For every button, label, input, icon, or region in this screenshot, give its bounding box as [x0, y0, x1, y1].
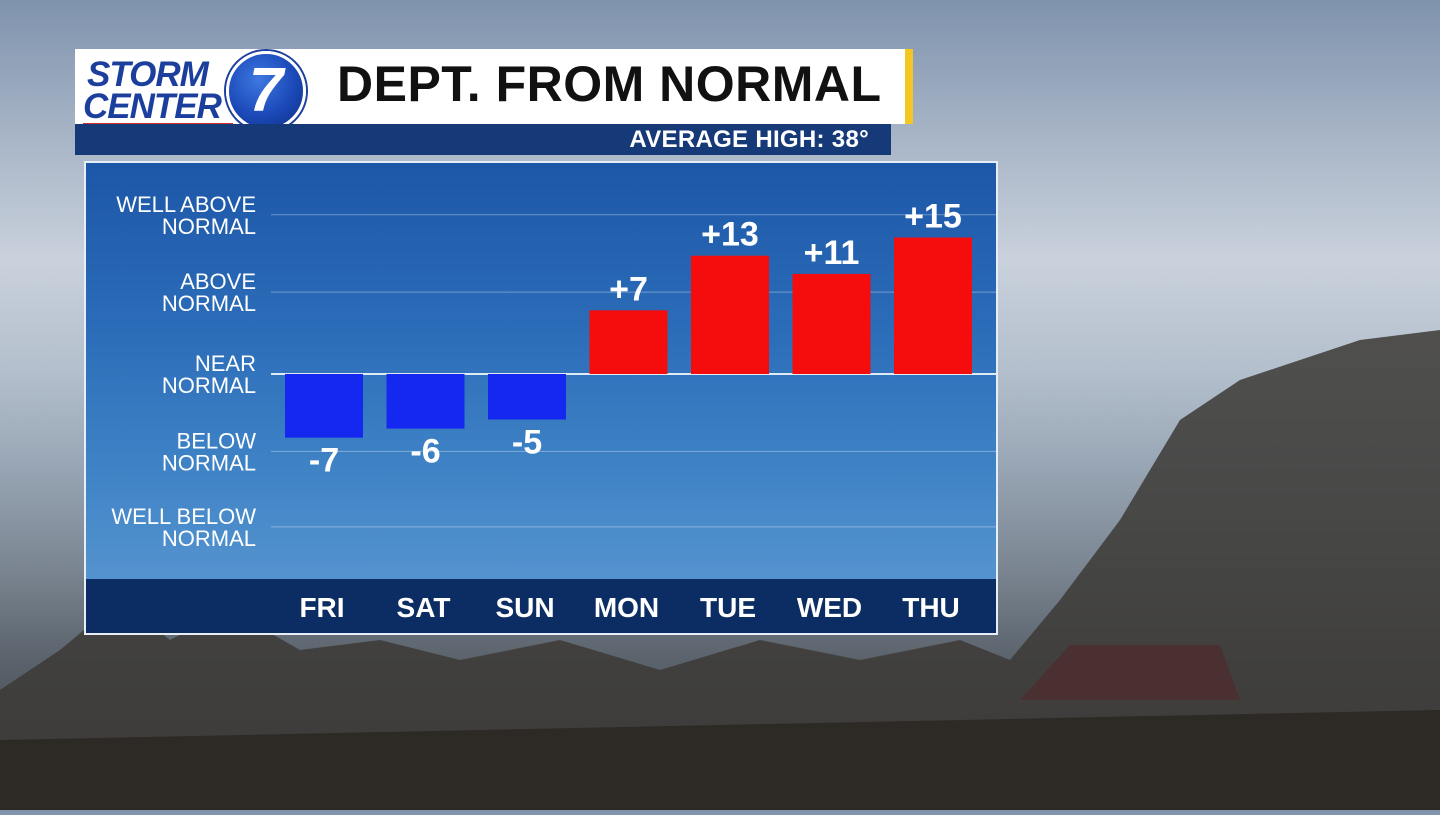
bar-mon: [589, 310, 668, 374]
x-axis-labels: FRI SAT SUN MON TUE WED THU: [299, 592, 960, 623]
data-label: +11: [804, 234, 860, 272]
y-level-label: NORMAL: [162, 373, 256, 398]
x-tick-label: SAT: [397, 592, 451, 623]
x-tick-label: FRI: [299, 592, 344, 623]
x-tick-label: WED: [797, 592, 862, 623]
average-high-label: AVERAGE HIGH: 38°: [629, 126, 869, 153]
x-tick-label: THU: [902, 592, 960, 623]
bar-wed: [792, 273, 871, 374]
y-level-label: NORMAL: [162, 214, 256, 239]
y-level-label: ABOVE: [180, 269, 256, 294]
bar-thu: [894, 237, 972, 374]
y-level-label: NORMAL: [162, 526, 256, 551]
data-label: +7: [609, 270, 648, 308]
data-label: -6: [410, 433, 440, 471]
bar-fri: [285, 374, 363, 438]
data-label: -5: [512, 424, 542, 462]
x-tick-label: SUN: [495, 592, 554, 623]
day-axis-bar: [86, 579, 996, 633]
data-label: +15: [904, 198, 962, 236]
bar-chart: WELL ABOVENORMALABOVENORMALNEARNORMALBEL…: [111, 192, 996, 551]
logo-center-text: CENTER: [83, 87, 222, 126]
y-level-label: BELOW: [177, 428, 257, 453]
x-tick-label: TUE: [700, 592, 756, 623]
storm-center-logo: STORM CENTER 7: [83, 51, 306, 131]
channel-seven-badge: 7: [226, 51, 306, 131]
y-level-label: WELL BELOW: [111, 504, 256, 529]
y-level-label: NORMAL: [162, 450, 256, 475]
bar-sat: [386, 374, 465, 429]
y-level-label: NORMAL: [162, 291, 256, 316]
page-title: DEPT. FROM NORMAL: [337, 56, 882, 112]
x-tick-label: MON: [594, 592, 659, 623]
subtitle-bar: AVERAGE HIGH: 38°: [75, 124, 891, 155]
title-bar: STORM CENTER 7 DEPT. FROM NORMAL: [75, 49, 913, 131]
y-level-label: WELL ABOVE: [116, 192, 256, 217]
chart-panel: WELL ABOVE NORMAL ABOVE NORMAL NEAR NORMAL BEL…: [84, 161, 998, 635]
y-level-label: NEAR: [195, 351, 256, 376]
logo-storm-text: STORM: [87, 55, 209, 94]
bar-tue: [691, 255, 769, 374]
bar-sun: [488, 374, 566, 420]
data-label: +13: [701, 216, 759, 254]
data-label: -7: [309, 442, 339, 480]
